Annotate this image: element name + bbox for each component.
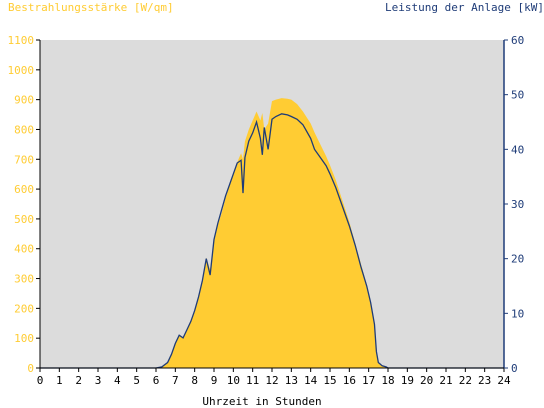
x-tick-label: 3 <box>95 374 102 387</box>
left-axis-title: Bestrahlungsstärke [W/qm] <box>8 1 174 14</box>
right-tick-label: 0 <box>511 362 518 375</box>
right-tick-label: 30 <box>511 198 524 211</box>
left-tick-label: 400 <box>14 243 34 256</box>
left-tick-label: 600 <box>14 183 34 196</box>
power-line <box>40 113 504 369</box>
left-tick-label: 300 <box>14 273 34 286</box>
right-tick-label: 50 <box>511 89 524 102</box>
right-axis-title: Leistung der Anlage [kW] <box>385 1 544 14</box>
axes-layer <box>36 39 508 372</box>
x-tick-label: 0 <box>37 374 44 387</box>
left-tick-label: 1000 <box>8 64 35 77</box>
x-tick-label: 22 <box>459 374 472 387</box>
x-tick-label: 7 <box>172 374 179 387</box>
left-tick-label: 900 <box>14 94 34 107</box>
x-tick-label: 2 <box>75 374 82 387</box>
left-tick-label: 800 <box>14 123 34 136</box>
x-tick-label: 5 <box>133 374 140 387</box>
x-tick-label: 18 <box>381 374 394 387</box>
x-tick-label: 10 <box>227 374 240 387</box>
series-layer <box>40 98 504 369</box>
right-tick-label: 40 <box>511 143 524 156</box>
x-tick-label: 8 <box>191 374 198 387</box>
right-tick-label: 10 <box>511 307 524 320</box>
x-tick-label: 11 <box>246 374 259 387</box>
left-tick-label: 500 <box>14 213 34 226</box>
right-tick-label: 20 <box>511 253 524 266</box>
right-tick-label: 60 <box>511 34 524 47</box>
tick-labels: 0 1 2 3 4 5 6 7 8 9 10 11 12 13 14 15 16 17 18 19 20 21 22 23 24… <box>8 34 525 387</box>
left-tick-label: 700 <box>14 153 34 166</box>
x-axis-title: Uhrzeit in Stunden <box>202 395 321 408</box>
x-tick-label: 14 <box>304 374 318 387</box>
x-tick-label: 20 <box>420 374 433 387</box>
left-tick-label: 100 <box>14 332 34 345</box>
left-tick-label: 200 <box>14 302 34 315</box>
x-tick-label: 15 <box>323 374 336 387</box>
x-tick-label: 24 <box>497 374 511 387</box>
x-tick-label: 12 <box>265 374 278 387</box>
x-tick-label: 21 <box>439 374 452 387</box>
left-tick-label: 1100 <box>8 34 35 47</box>
x-tick-label: 23 <box>478 374 491 387</box>
x-tick-label: 13 <box>285 374 298 387</box>
x-tick-label: 9 <box>211 374 218 387</box>
x-tick-label: 16 <box>343 374 356 387</box>
x-tick-label: 17 <box>362 374 375 387</box>
x-tick-label: 4 <box>114 374 121 387</box>
left-tick-label: 0 <box>27 362 34 375</box>
x-tick-label: 19 <box>401 374 414 387</box>
x-tick-label: 1 <box>56 374 63 387</box>
irradiance-area <box>40 98 504 369</box>
x-tick-label: 6 <box>153 374 160 387</box>
